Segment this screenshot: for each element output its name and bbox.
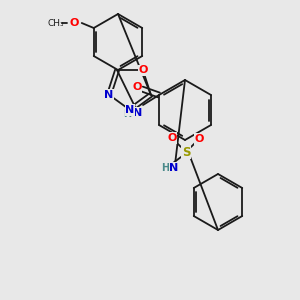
- Text: O: O: [167, 133, 177, 143]
- Text: N: N: [104, 90, 114, 100]
- Text: N: N: [125, 105, 135, 115]
- Text: N: N: [169, 163, 178, 173]
- Text: CH₃: CH₃: [47, 19, 64, 28]
- Text: O: O: [138, 65, 148, 75]
- Text: H: H: [161, 163, 169, 173]
- Text: O: O: [194, 134, 204, 144]
- Text: S: S: [182, 146, 190, 158]
- Text: N: N: [134, 108, 142, 118]
- Text: O: O: [69, 18, 78, 28]
- Text: O: O: [132, 82, 142, 92]
- Text: H: H: [123, 109, 131, 119]
